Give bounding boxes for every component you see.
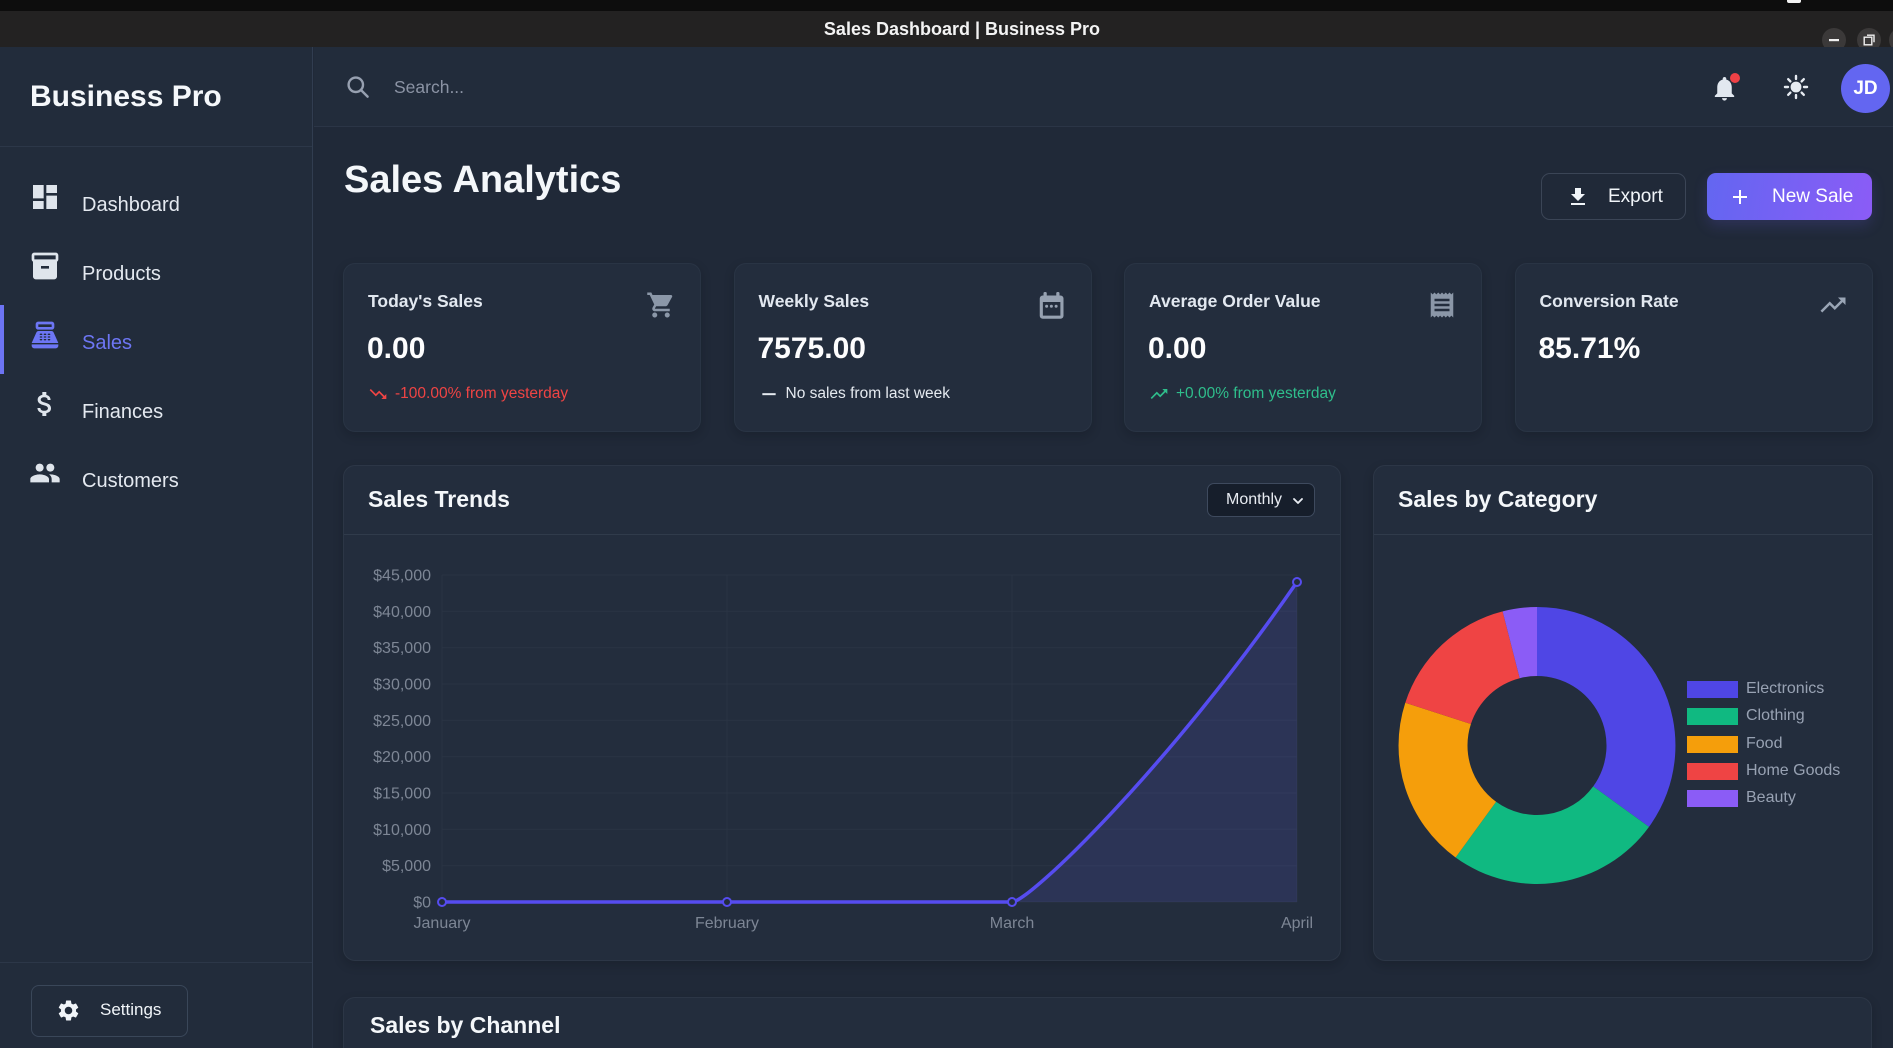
svg-text:$40,000: $40,000 <box>373 604 431 621</box>
svg-text:March: March <box>990 915 1034 932</box>
svg-text:$35,000: $35,000 <box>373 640 431 657</box>
svg-text:April: April <box>1281 915 1313 932</box>
svg-text:$25,000: $25,000 <box>373 713 431 730</box>
svg-text:$5,000: $5,000 <box>382 858 431 875</box>
svg-text:$30,000: $30,000 <box>373 677 431 694</box>
svg-text:$45,000: $45,000 <box>373 568 431 585</box>
svg-text:$10,000: $10,000 <box>373 822 431 839</box>
svg-text:January: January <box>414 915 471 932</box>
svg-text:$0: $0 <box>413 895 431 912</box>
svg-text:February: February <box>695 915 759 932</box>
svg-text:$15,000: $15,000 <box>373 786 431 803</box>
svg-text:$20,000: $20,000 <box>373 749 431 766</box>
